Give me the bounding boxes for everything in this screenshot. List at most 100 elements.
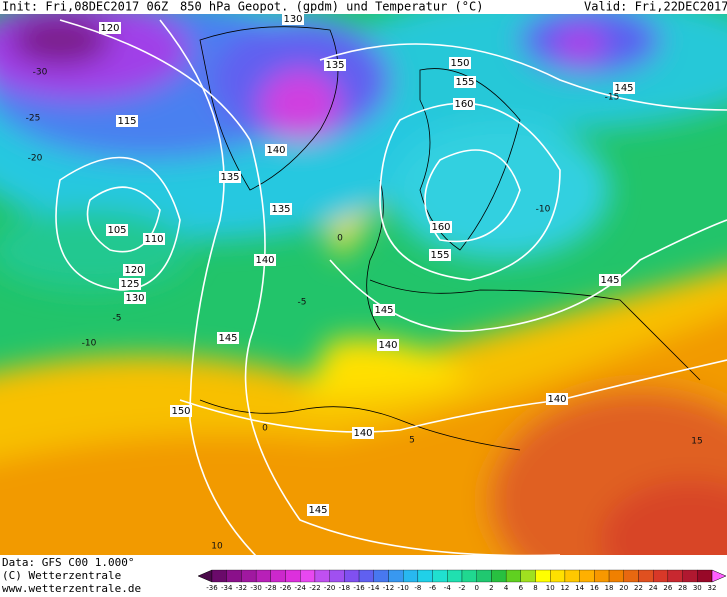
geopotential-label: 115: [117, 116, 136, 127]
temperature-label: -20: [28, 154, 43, 164]
colorbar-swatch: [314, 569, 330, 583]
label-backdrop: [599, 274, 621, 286]
label-backdrop: [219, 171, 241, 183]
colorbar-label: -32: [236, 584, 247, 592]
temperature-label: -10: [536, 205, 551, 215]
colorbar-swatch: [211, 569, 227, 583]
label-backdrop: [99, 22, 121, 34]
label-backdrop: [143, 233, 165, 245]
colorbar-swatch: [226, 569, 242, 583]
temperature-label: 0: [337, 234, 343, 244]
geopotential-label: 145: [218, 333, 237, 344]
colorbar-label: -20: [324, 584, 335, 592]
geopotential-label: 140: [378, 340, 397, 351]
colorbar-swatch: [255, 569, 271, 583]
colorbar-label: 4: [504, 584, 509, 592]
label-backdrop: [217, 332, 239, 344]
label-backdrop: [373, 304, 395, 316]
colorbar-label: 20: [619, 584, 628, 592]
colorbar-swatch: [300, 569, 316, 583]
colorbar-swatch: [344, 569, 360, 583]
colorbar-swatch: [417, 569, 433, 583]
map-title: 850 hPa Geopot. (gpdm) und Temperatur (°…: [180, 0, 483, 14]
colorbar-swatch: [579, 569, 595, 583]
geopotential-label: 160: [454, 99, 473, 110]
colorbar-swatch: [373, 569, 389, 583]
colorbar-swatch: [388, 569, 404, 583]
colorbar-swatch: [697, 569, 713, 583]
coastlines: [199, 26, 701, 451]
colorbar-swatch: [520, 569, 536, 583]
temperature-label: -25: [26, 114, 41, 124]
colorbar-arrow: [711, 569, 727, 583]
colorbar-swatch: [491, 569, 507, 583]
colorbar-label: 14: [575, 584, 584, 592]
colorbar-swatch: [638, 569, 654, 583]
geopotential-label: 120: [124, 265, 143, 276]
colorbar-label: 18: [605, 584, 614, 592]
colorbar-swatch: [653, 569, 669, 583]
temperature-label: 15: [691, 437, 702, 447]
label-backdrop: [106, 224, 128, 236]
colorbar-swatch: [505, 569, 521, 583]
colorbar-label: 32: [708, 584, 717, 592]
label-backdrop: [613, 82, 635, 94]
geopotential-label: 145: [308, 505, 327, 516]
colorbar-label: 6: [519, 584, 524, 592]
temperature-label: 0: [262, 424, 268, 434]
geopotential-label: 145: [374, 305, 393, 316]
geopotential-label: 145: [600, 275, 619, 286]
colorbar-label: 30: [693, 584, 702, 592]
colorbar-label: -8: [414, 584, 421, 592]
label-backdrop: [546, 393, 568, 405]
label-backdrop: [123, 264, 145, 276]
geopotential-label: 140: [547, 394, 566, 405]
init-time: Init: Fri,08DEC2017 06Z: [2, 0, 168, 14]
label-backdrop: [119, 278, 141, 290]
colorbar-swatch: [270, 569, 286, 583]
colorbar-swatch: [285, 569, 301, 583]
colorbar-label: -30: [250, 584, 261, 592]
footer-copyright: (C) Wetterzentrale: [2, 569, 121, 582]
label-backdrop: [265, 144, 287, 156]
temperature-label: -15: [605, 93, 620, 103]
label-backdrop: [116, 115, 138, 127]
colorbar-label: 10: [546, 584, 555, 592]
label-backdrop: [324, 59, 346, 71]
label-backdrop: [454, 76, 476, 88]
geopotential-label: 135: [325, 60, 344, 71]
colorbar-swatch: [550, 569, 566, 583]
colorbar-swatch: [608, 569, 624, 583]
colorbar-label: 26: [663, 584, 672, 592]
geopotential-label: 160: [431, 222, 450, 233]
colorbar-label: 22: [634, 584, 643, 592]
colorbar-swatch: [594, 569, 610, 583]
geopotential-label: 105: [107, 225, 126, 236]
colorbar-swatch: [476, 569, 492, 583]
colorbar-arrow: [197, 569, 213, 583]
temperature-label: 10: [211, 542, 223, 552]
label-backdrop: [352, 427, 374, 439]
label-backdrop: [270, 203, 292, 215]
label-backdrop: [307, 504, 329, 516]
label-backdrop: [170, 405, 192, 417]
geopotential-contours: [55, 19, 727, 555]
label-backdrop: [430, 221, 452, 233]
colorbar-label: -36: [206, 584, 218, 592]
colorbar-label: 0: [474, 584, 478, 592]
geopotential-label: 120: [100, 23, 119, 34]
colorbar-label: 28: [678, 584, 687, 592]
label-backdrop: [453, 98, 475, 110]
label-backdrop: [124, 292, 146, 304]
geopotential-label: 125: [120, 279, 139, 290]
footer-url: www.wetterzentrale.de: [2, 582, 141, 593]
colorbar-label: -2: [459, 584, 466, 592]
colorbar-label: -22: [309, 584, 320, 592]
valid-time: Valid: Fri,22DEC2017 06Z: [584, 0, 727, 14]
geopotential-label: 140: [255, 255, 274, 266]
label-backdrop: [429, 249, 451, 261]
colorbar-swatch: [358, 569, 374, 583]
colorbar-swatch: [329, 569, 345, 583]
colorbar-swatch: [535, 569, 551, 583]
